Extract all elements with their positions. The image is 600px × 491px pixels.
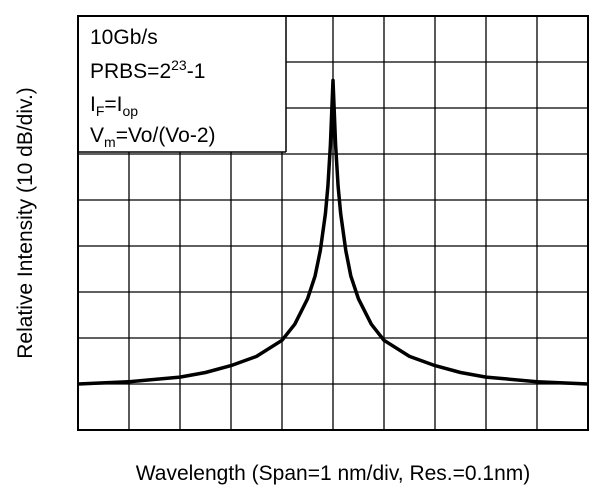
y-axis-label: Relative Intensity (10 dB/div.) (14, 87, 37, 359)
plot-frame (77, 15, 589, 431)
annotation-current: IF=Iop (90, 93, 138, 119)
x-axis-label: Wavelength (Span=1 nm/div, Res.=0.1nm) (136, 462, 531, 485)
annotation-voltage: Vm=Vo/(Vo-2) (90, 124, 216, 150)
spectrum-series-line (77, 78, 589, 386)
annotation-bitrate: 10Gb/s (90, 26, 158, 49)
annotation-box (78, 16, 286, 152)
annotation-prbs: PRBS=223-1 (90, 57, 205, 83)
